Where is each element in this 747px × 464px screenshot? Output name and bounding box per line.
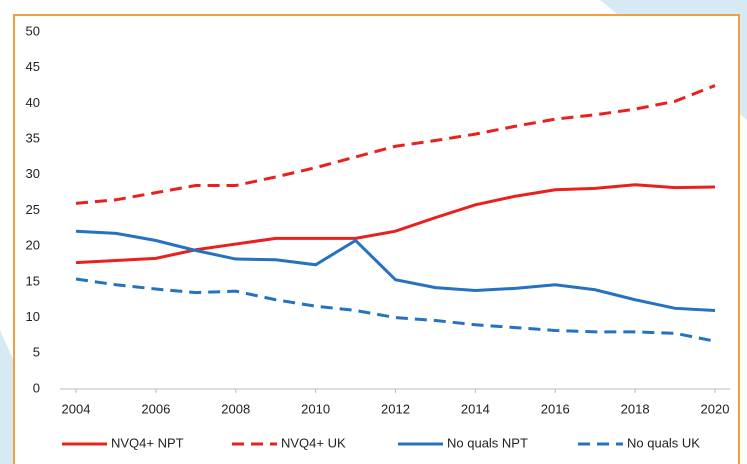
legend-label: NVQ4+ NPT: [111, 435, 184, 450]
y-tick-label: 45: [26, 59, 40, 74]
y-tick-label: 30: [26, 166, 40, 181]
x-tick-label: 2018: [621, 401, 650, 416]
x-tick-label: 2016: [541, 401, 570, 416]
x-tick-label: 2014: [461, 401, 490, 416]
y-tick-label: 25: [26, 202, 40, 217]
x-tick-label: 2004: [62, 401, 91, 416]
y-tick-label: 5: [33, 345, 40, 360]
legend-label: NVQ4+ UK: [281, 435, 346, 450]
x-tick-label: 2010: [301, 401, 330, 416]
x-tick-label: 2012: [381, 401, 410, 416]
legend-label: No quals NPT: [447, 435, 528, 450]
line: [75, 183, 716, 265]
line: [75, 229, 716, 312]
y-tick-label: 10: [26, 309, 40, 324]
legend-label: No quals UK: [627, 435, 700, 450]
y-tick-label: 35: [26, 131, 40, 146]
y-tick-label: 15: [26, 273, 40, 288]
chart-frame: [13, 14, 740, 464]
line: [75, 277, 716, 343]
x-tick-label: 2006: [141, 401, 170, 416]
y-tick-label: 20: [26, 238, 40, 253]
y-tick-label: 50: [26, 23, 40, 38]
x-tick-label: 2020: [701, 401, 730, 416]
x-tick-label: 2008: [221, 401, 250, 416]
line: [75, 84, 716, 205]
y-tick-label: 0: [33, 380, 40, 395]
y-tick-label: 40: [26, 95, 40, 110]
